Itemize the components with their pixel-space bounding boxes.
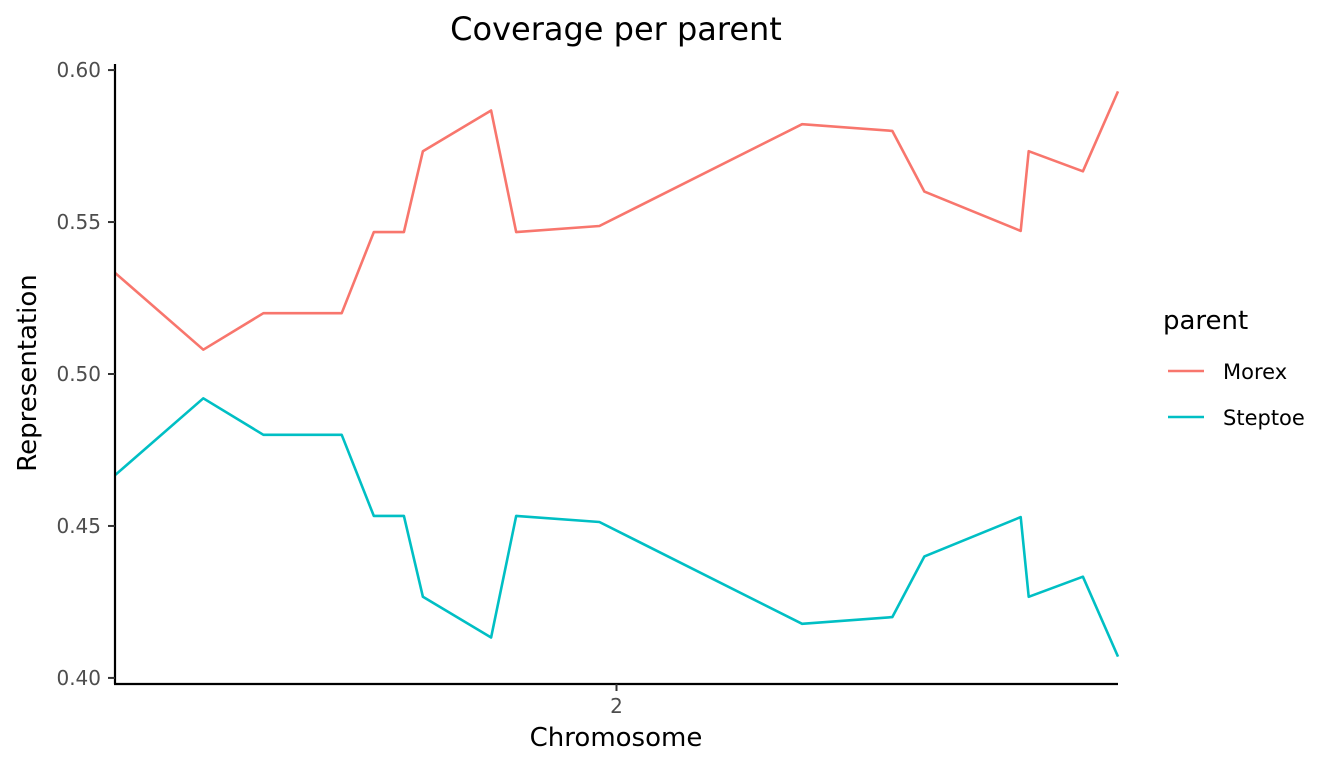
y-tick-label: 0.55 [56, 210, 101, 234]
legend-title: parent [1163, 306, 1248, 336]
legend: parent Morex Steptoe [1163, 306, 1305, 430]
plot-lines [114, 90, 1120, 658]
x-tick-label: 2 [610, 694, 623, 718]
x-axis-ticks: 2 [610, 684, 623, 718]
legend-label-steptoe: Steptoe [1223, 406, 1305, 430]
y-axis-title: Representation [13, 274, 43, 471]
y-tick-label: 0.45 [56, 514, 101, 538]
x-axis-title: Chromosome [530, 723, 703, 753]
chart-title: Coverage per parent [450, 10, 782, 48]
series-line-steptoe [114, 396, 1120, 658]
y-tick-label: 0.60 [56, 58, 101, 82]
y-axis-ticks: 0.40 0.45 0.50 0.55 0.60 [56, 58, 115, 690]
y-tick-label: 0.50 [56, 362, 101, 386]
series-line-morex [114, 90, 1120, 352]
y-tick-label: 0.40 [56, 666, 101, 690]
legend-items: Morex Steptoe [1168, 360, 1305, 430]
legend-label-morex: Morex [1223, 360, 1287, 384]
